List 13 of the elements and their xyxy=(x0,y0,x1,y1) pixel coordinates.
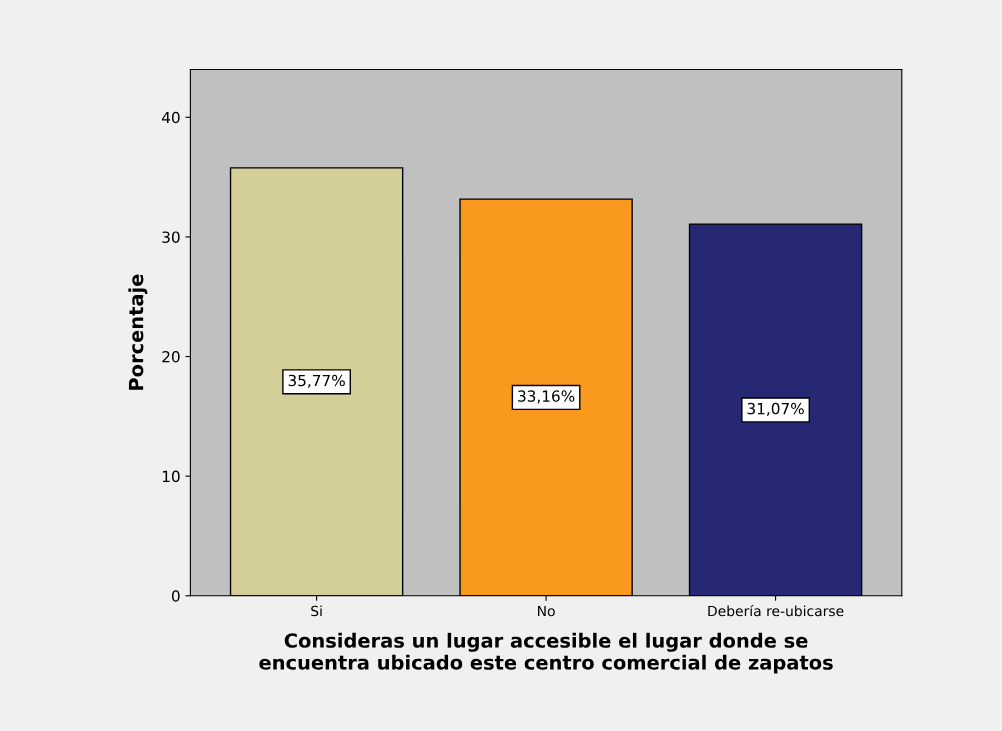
data-label: 35,77% xyxy=(288,374,345,388)
y-tick-label: 40 xyxy=(161,111,180,124)
x-tick-label: Si xyxy=(311,605,322,617)
data-label: 33,16% xyxy=(518,390,575,404)
x-axis-title: Consideras un lugar accesible el lugar donde se encuentra ubicado este centro comercial de zapatos xyxy=(259,632,833,674)
x-tick-label: Debería re-ubicarse xyxy=(708,604,844,617)
x-tick-label: No xyxy=(538,605,555,617)
y-tick-label: 20 xyxy=(162,350,180,363)
y-axis-title: Porcentaje xyxy=(128,274,148,390)
data-label: 31,07% xyxy=(747,402,804,416)
y-tick-label: 10 xyxy=(162,470,180,483)
y-tick-label: 30 xyxy=(162,231,180,243)
y-tick-label: 0 xyxy=(171,590,180,602)
